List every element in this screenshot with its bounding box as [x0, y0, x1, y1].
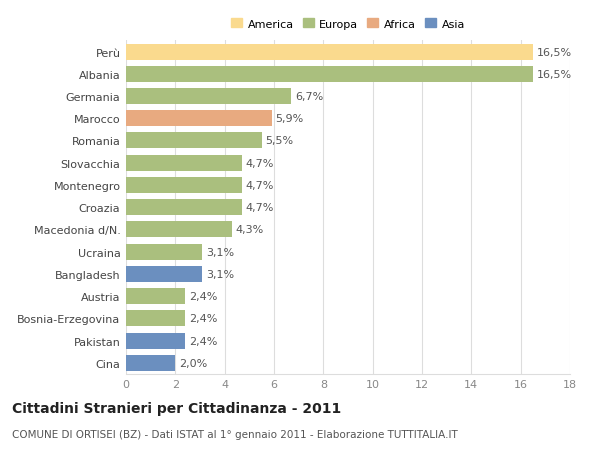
Text: 4,7%: 4,7%	[245, 180, 274, 190]
Text: 2,4%: 2,4%	[189, 313, 217, 324]
Text: 2,0%: 2,0%	[179, 358, 207, 368]
Text: 2,4%: 2,4%	[189, 291, 217, 302]
Text: 6,7%: 6,7%	[295, 92, 323, 102]
Text: 5,5%: 5,5%	[265, 136, 293, 146]
Bar	[126, 311, 185, 327]
Bar	[126, 266, 202, 282]
Bar	[126, 178, 242, 194]
Bar	[126, 89, 291, 105]
Text: 16,5%: 16,5%	[536, 47, 572, 57]
Bar	[126, 45, 533, 61]
Text: 16,5%: 16,5%	[536, 70, 572, 79]
Text: 4,3%: 4,3%	[236, 225, 264, 235]
Bar	[126, 244, 202, 260]
Text: 3,1%: 3,1%	[206, 247, 234, 257]
Text: Cittadini Stranieri per Cittadinanza - 2011: Cittadini Stranieri per Cittadinanza - 2…	[12, 402, 341, 415]
Bar	[126, 222, 232, 238]
Text: 4,7%: 4,7%	[245, 203, 274, 213]
Text: 3,1%: 3,1%	[206, 269, 234, 279]
Bar	[126, 111, 272, 127]
Text: 5,9%: 5,9%	[275, 114, 304, 124]
Legend: America, Europa, Africa, Asia: America, Europa, Africa, Asia	[229, 17, 467, 32]
Bar	[126, 200, 242, 216]
Bar	[126, 288, 185, 304]
Text: 2,4%: 2,4%	[189, 336, 217, 346]
Bar	[126, 67, 533, 83]
Bar	[126, 355, 175, 371]
Bar	[126, 333, 185, 349]
Text: 4,7%: 4,7%	[245, 158, 274, 168]
Text: COMUNE DI ORTISEI (BZ) - Dati ISTAT al 1° gennaio 2011 - Elaborazione TUTTITALIA: COMUNE DI ORTISEI (BZ) - Dati ISTAT al 1…	[12, 429, 458, 439]
Bar	[126, 133, 262, 149]
Bar	[126, 155, 242, 171]
